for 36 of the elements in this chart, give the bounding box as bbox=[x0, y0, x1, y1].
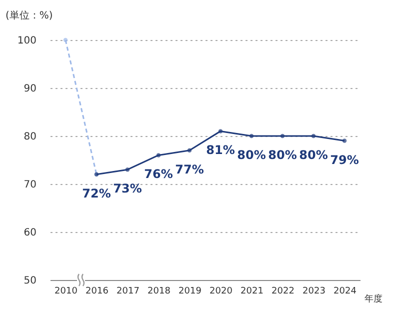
y-tick-label: 70 bbox=[24, 180, 36, 190]
data-label: 76% bbox=[144, 167, 173, 182]
x-tick-label: 2023 bbox=[302, 286, 326, 296]
x-tick-label: 2021 bbox=[240, 286, 264, 296]
y-axis-title: (単位：%) bbox=[6, 10, 53, 22]
x-tick-label: 2018 bbox=[148, 286, 171, 296]
y-tick-label: 90 bbox=[24, 84, 36, 94]
point bbox=[218, 129, 223, 134]
x-axis-title: 年度 bbox=[364, 294, 382, 304]
point bbox=[187, 148, 192, 153]
data-label: 72% bbox=[82, 186, 111, 200]
y-tick-label: 80 bbox=[24, 132, 36, 142]
x-tick-label: 2010 bbox=[54, 286, 78, 296]
data-label: 80% bbox=[237, 148, 266, 162]
y-tick-label: 50 bbox=[24, 276, 36, 286]
point bbox=[280, 134, 285, 138]
y-tick-label: 100 bbox=[17, 36, 36, 46]
data-label: 73% bbox=[113, 182, 142, 196]
x-tick-label: 2020 bbox=[210, 286, 233, 296]
x-tick-label: 2016 bbox=[86, 286, 109, 296]
x-tick-label: 2022 bbox=[272, 286, 294, 296]
point bbox=[125, 167, 130, 172]
x-tick-label: 2019 bbox=[178, 286, 202, 296]
data-label: 79% bbox=[330, 152, 359, 167]
data-label: 77% bbox=[175, 162, 204, 176]
data-label: 81% bbox=[206, 143, 235, 158]
data-label: 80% bbox=[268, 148, 297, 162]
y-tick-label: 60 bbox=[24, 228, 36, 238]
point bbox=[249, 134, 254, 138]
point bbox=[63, 38, 68, 42]
x-tick-label: 2017 bbox=[116, 286, 140, 296]
data-label: 80% bbox=[299, 148, 328, 162]
point bbox=[156, 153, 161, 158]
point bbox=[311, 134, 316, 138]
x-tick-label: 2024 bbox=[334, 286, 357, 296]
point bbox=[342, 138, 347, 143]
